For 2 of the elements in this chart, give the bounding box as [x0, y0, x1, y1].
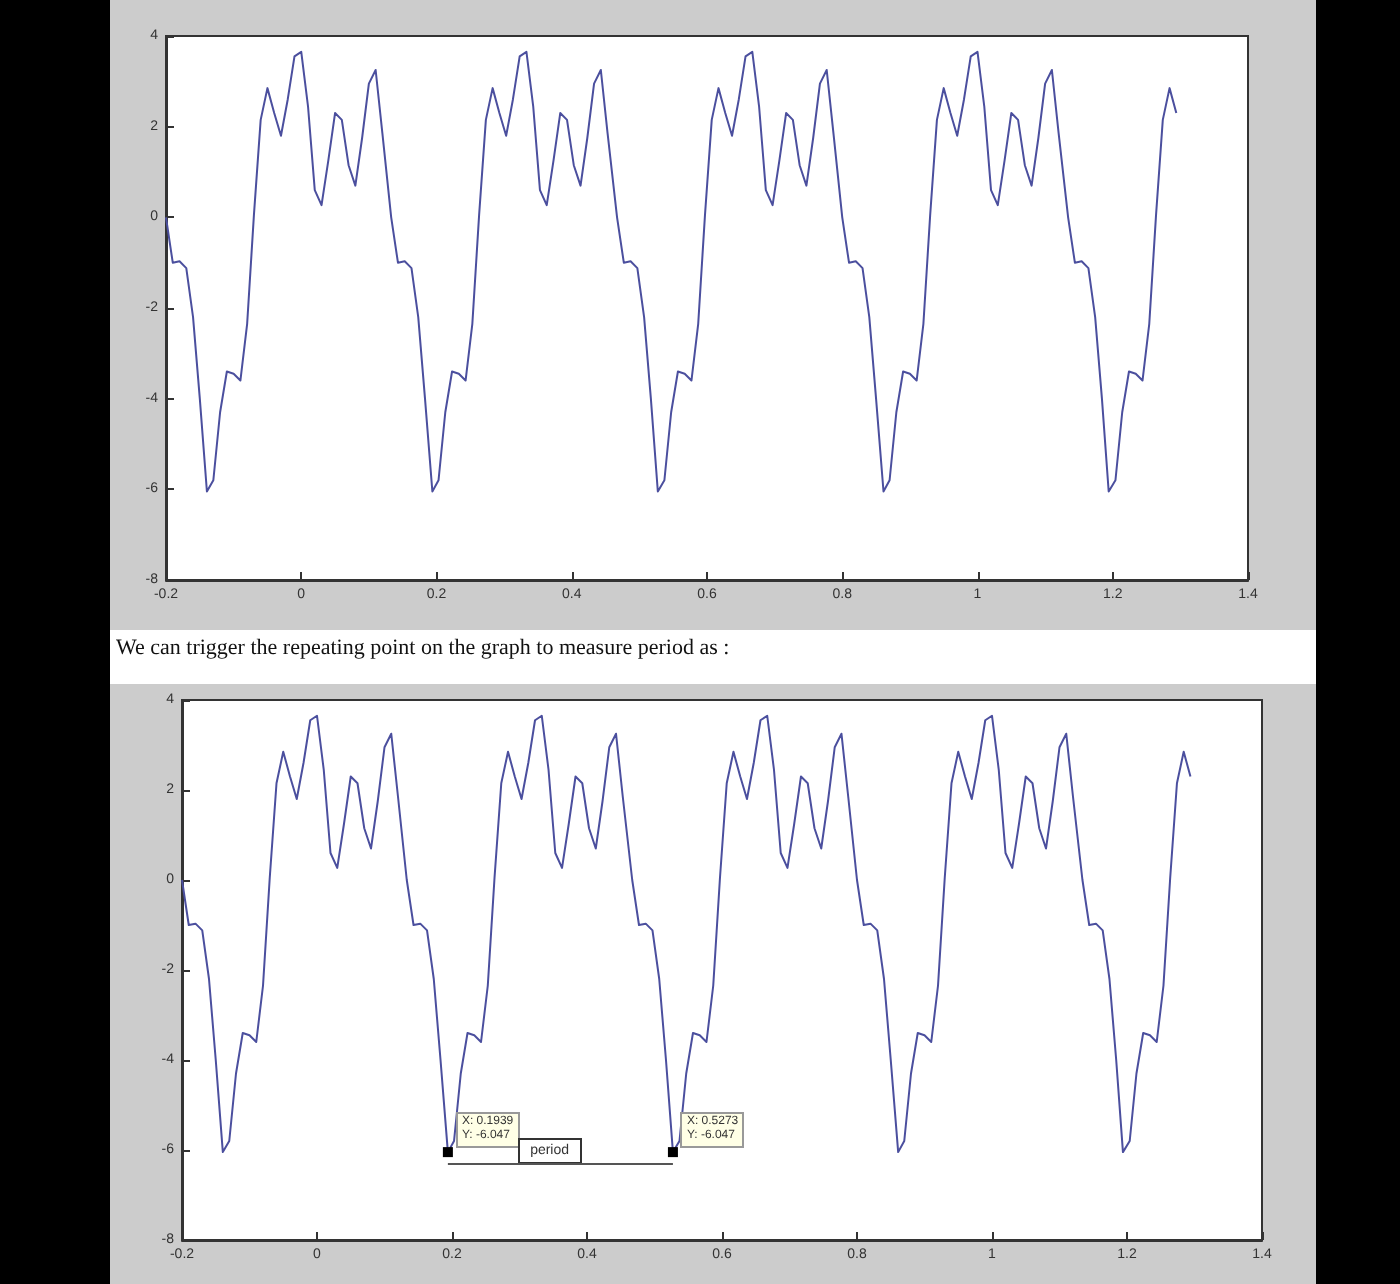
chart-title: We can trigger the repeating point on the graph to measure period as : [116, 636, 730, 660]
line-series [165, 50, 1178, 493]
